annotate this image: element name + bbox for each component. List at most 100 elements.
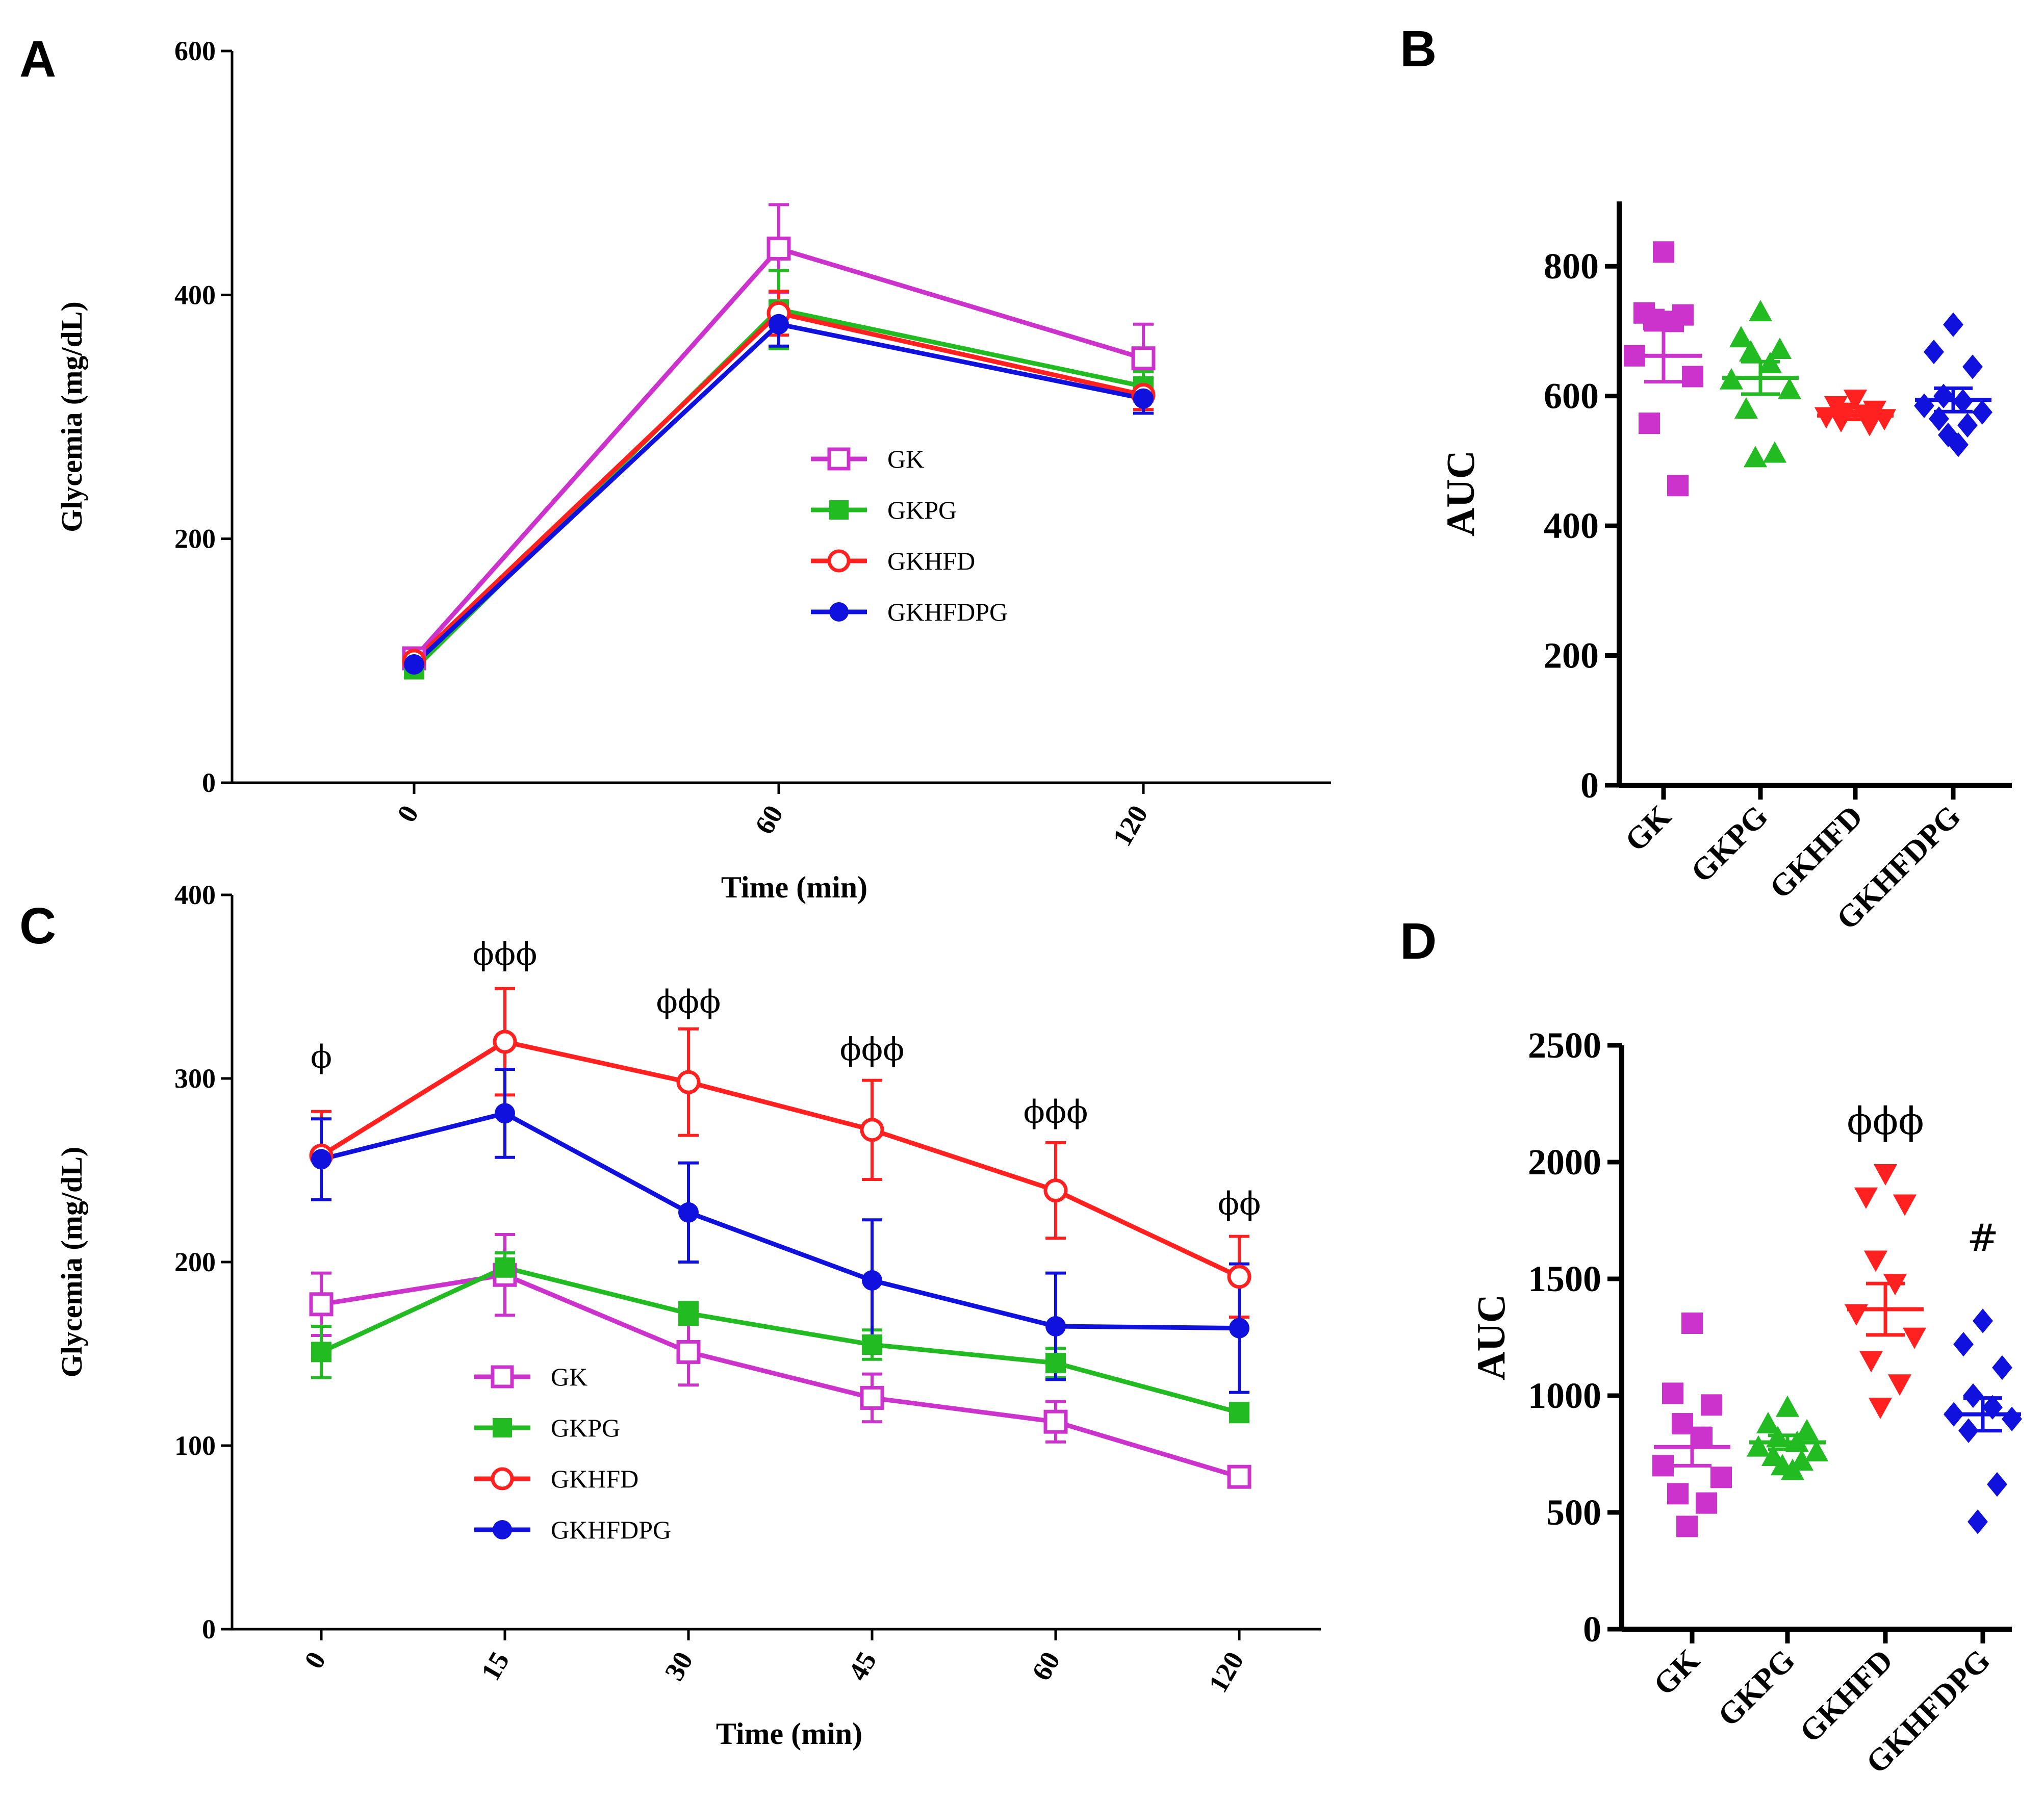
data-point-gkhfdpg	[1968, 1509, 1988, 1534]
data-point-gkhfd	[1043, 1178, 1068, 1203]
x-tick-label: 15	[475, 1647, 515, 1686]
panel-letter-b: B	[1400, 20, 1437, 78]
legend-label: GK	[551, 1362, 587, 1391]
y-axis-title: Glycemia (mg/dL)	[55, 301, 88, 532]
data-point-gkhfd	[493, 1030, 517, 1054]
data-point-gkhfdpg	[1962, 354, 1983, 379]
data-point-gkhfd	[1824, 396, 1848, 418]
data-point-gk	[1662, 1382, 1683, 1404]
panel-letter-a: A	[19, 31, 56, 88]
x-tick-label: 120	[1203, 1647, 1249, 1698]
data-point-gkhfdpg	[1924, 340, 1944, 365]
data-point-gkpg	[1756, 1411, 1780, 1433]
data-point-gk	[1043, 1409, 1068, 1434]
y-tick-label: 1500	[1528, 1258, 1601, 1299]
data-point-gk	[1667, 475, 1689, 497]
data-point-gk	[1681, 1313, 1703, 1334]
y-tick-label: 2500	[1528, 1025, 1601, 1066]
legend-label: GKHFD	[887, 547, 975, 575]
data-point-gkhfd	[1902, 1327, 1927, 1349]
data-point-gkhfd	[1227, 1265, 1251, 1289]
y-tick-label: 400	[174, 279, 216, 310]
data-point-gkhfdpg	[862, 1270, 882, 1291]
data-point-gkhfdpg	[1229, 1318, 1249, 1339]
series-line-gkhfd	[320, 1039, 1240, 1279]
x-tick-label: GK	[1647, 1643, 1706, 1702]
data-point-gkpg	[1734, 397, 1758, 419]
significance-label: ϕ	[311, 1038, 332, 1075]
data-point-gkhfdpg	[404, 654, 424, 675]
data-point-gk	[1672, 1412, 1693, 1434]
data-point-gk	[1639, 413, 1660, 434]
y-tick-label: 600	[174, 36, 216, 66]
data-point-gkhfdpg	[311, 1149, 331, 1170]
data-point-gkpg	[1775, 1395, 1800, 1417]
legend-label: GKPG	[887, 496, 957, 524]
legend-label: GK	[887, 445, 924, 473]
legend-label: GKHFD	[551, 1464, 638, 1493]
series-line-gkpg	[412, 307, 1144, 671]
y-tick-label: 0	[1583, 1609, 1601, 1650]
legend-marker-gkpg	[493, 1418, 512, 1437]
y-axis-title: AUC	[1469, 1294, 1513, 1380]
legend-marker-gk	[827, 447, 851, 471]
data-point-gkhfd	[1859, 1351, 1883, 1373]
significance-label: ϕϕϕ	[840, 1031, 905, 1068]
data-point-gkpg	[1762, 441, 1787, 463]
data-point-gk	[1696, 1492, 1717, 1514]
data-point-gkhfdpg	[769, 314, 789, 335]
data-point-gkhfdpg	[1992, 1355, 2012, 1380]
legend-marker-gkhfd	[491, 1467, 514, 1490]
data-point-gkhfdpg	[1987, 1472, 2007, 1497]
data-point-gkpg	[495, 1257, 515, 1278]
data-point-gk	[1653, 241, 1674, 263]
y-tick-label: 0	[1580, 765, 1599, 806]
data-point-gkhfd	[676, 1070, 701, 1094]
significance-label: #	[1967, 1216, 1999, 1260]
x-tick-label: 120	[1107, 800, 1154, 851]
x-tick-label: GK	[1619, 799, 1678, 858]
data-point-gkhfdpg	[1943, 312, 1963, 337]
data-point-gkpg	[678, 1303, 699, 1324]
significance-label: ϕϕ	[1218, 1185, 1261, 1222]
y-tick-label: 800	[1544, 246, 1599, 287]
data-point-gkhfdpg	[1914, 393, 1934, 418]
data-point-gkhfdpg	[1045, 1316, 1066, 1336]
data-point-gkpg	[862, 1334, 882, 1355]
data-point-gkhfdpg	[1973, 1308, 1993, 1333]
x-tick-label: 0	[298, 1647, 331, 1674]
data-point-gk	[1667, 1483, 1689, 1505]
series-line-gkhfdpg	[320, 1111, 1240, 1331]
x-axis-title: Time (min)	[721, 870, 867, 904]
data-point-gkhfd	[1873, 1164, 1898, 1186]
data-point-gkhfdpg	[1938, 422, 1958, 448]
data-point-gkpg	[1045, 1353, 1066, 1373]
data-point-gkpg	[1748, 300, 1773, 322]
data-point-gk	[1710, 1467, 1732, 1488]
data-point-gkpg	[1229, 1402, 1249, 1423]
legend-label: GKHFDPG	[551, 1515, 671, 1544]
data-point-gk	[676, 1340, 701, 1364]
data-point-gkpg	[1768, 337, 1792, 359]
x-tick-label: 60	[749, 800, 789, 839]
data-point-gkhfdpg	[1957, 413, 1978, 438]
data-point-gkhfdpg	[2002, 1406, 2022, 1431]
x-tick-label: 30	[658, 1647, 699, 1686]
data-point-gkhfd	[1893, 1194, 1917, 1216]
legend-marker-gk	[491, 1365, 514, 1388]
legend-marker-gkpg	[829, 500, 849, 520]
y-tick-label: 200	[174, 524, 216, 554]
panel-a-line-chart: 0 200 400 600 0 60 120 Time (min) Glycemia (mg/d…	[55, 36, 1331, 904]
data-point-gkhfd	[1887, 1374, 1912, 1396]
y-tick-label: 100	[174, 1430, 216, 1461]
data-point-gk	[767, 236, 791, 261]
data-point-gkhfdpg	[678, 1202, 699, 1223]
legend-label: GKPG	[551, 1413, 620, 1442]
data-point-gkpg	[311, 1342, 331, 1362]
data-point-gkpg	[1739, 340, 1763, 362]
data-point-gk	[1227, 1464, 1251, 1489]
data-point-gkhfdpg	[1963, 1383, 1983, 1408]
y-tick-label: 400	[1544, 505, 1599, 546]
